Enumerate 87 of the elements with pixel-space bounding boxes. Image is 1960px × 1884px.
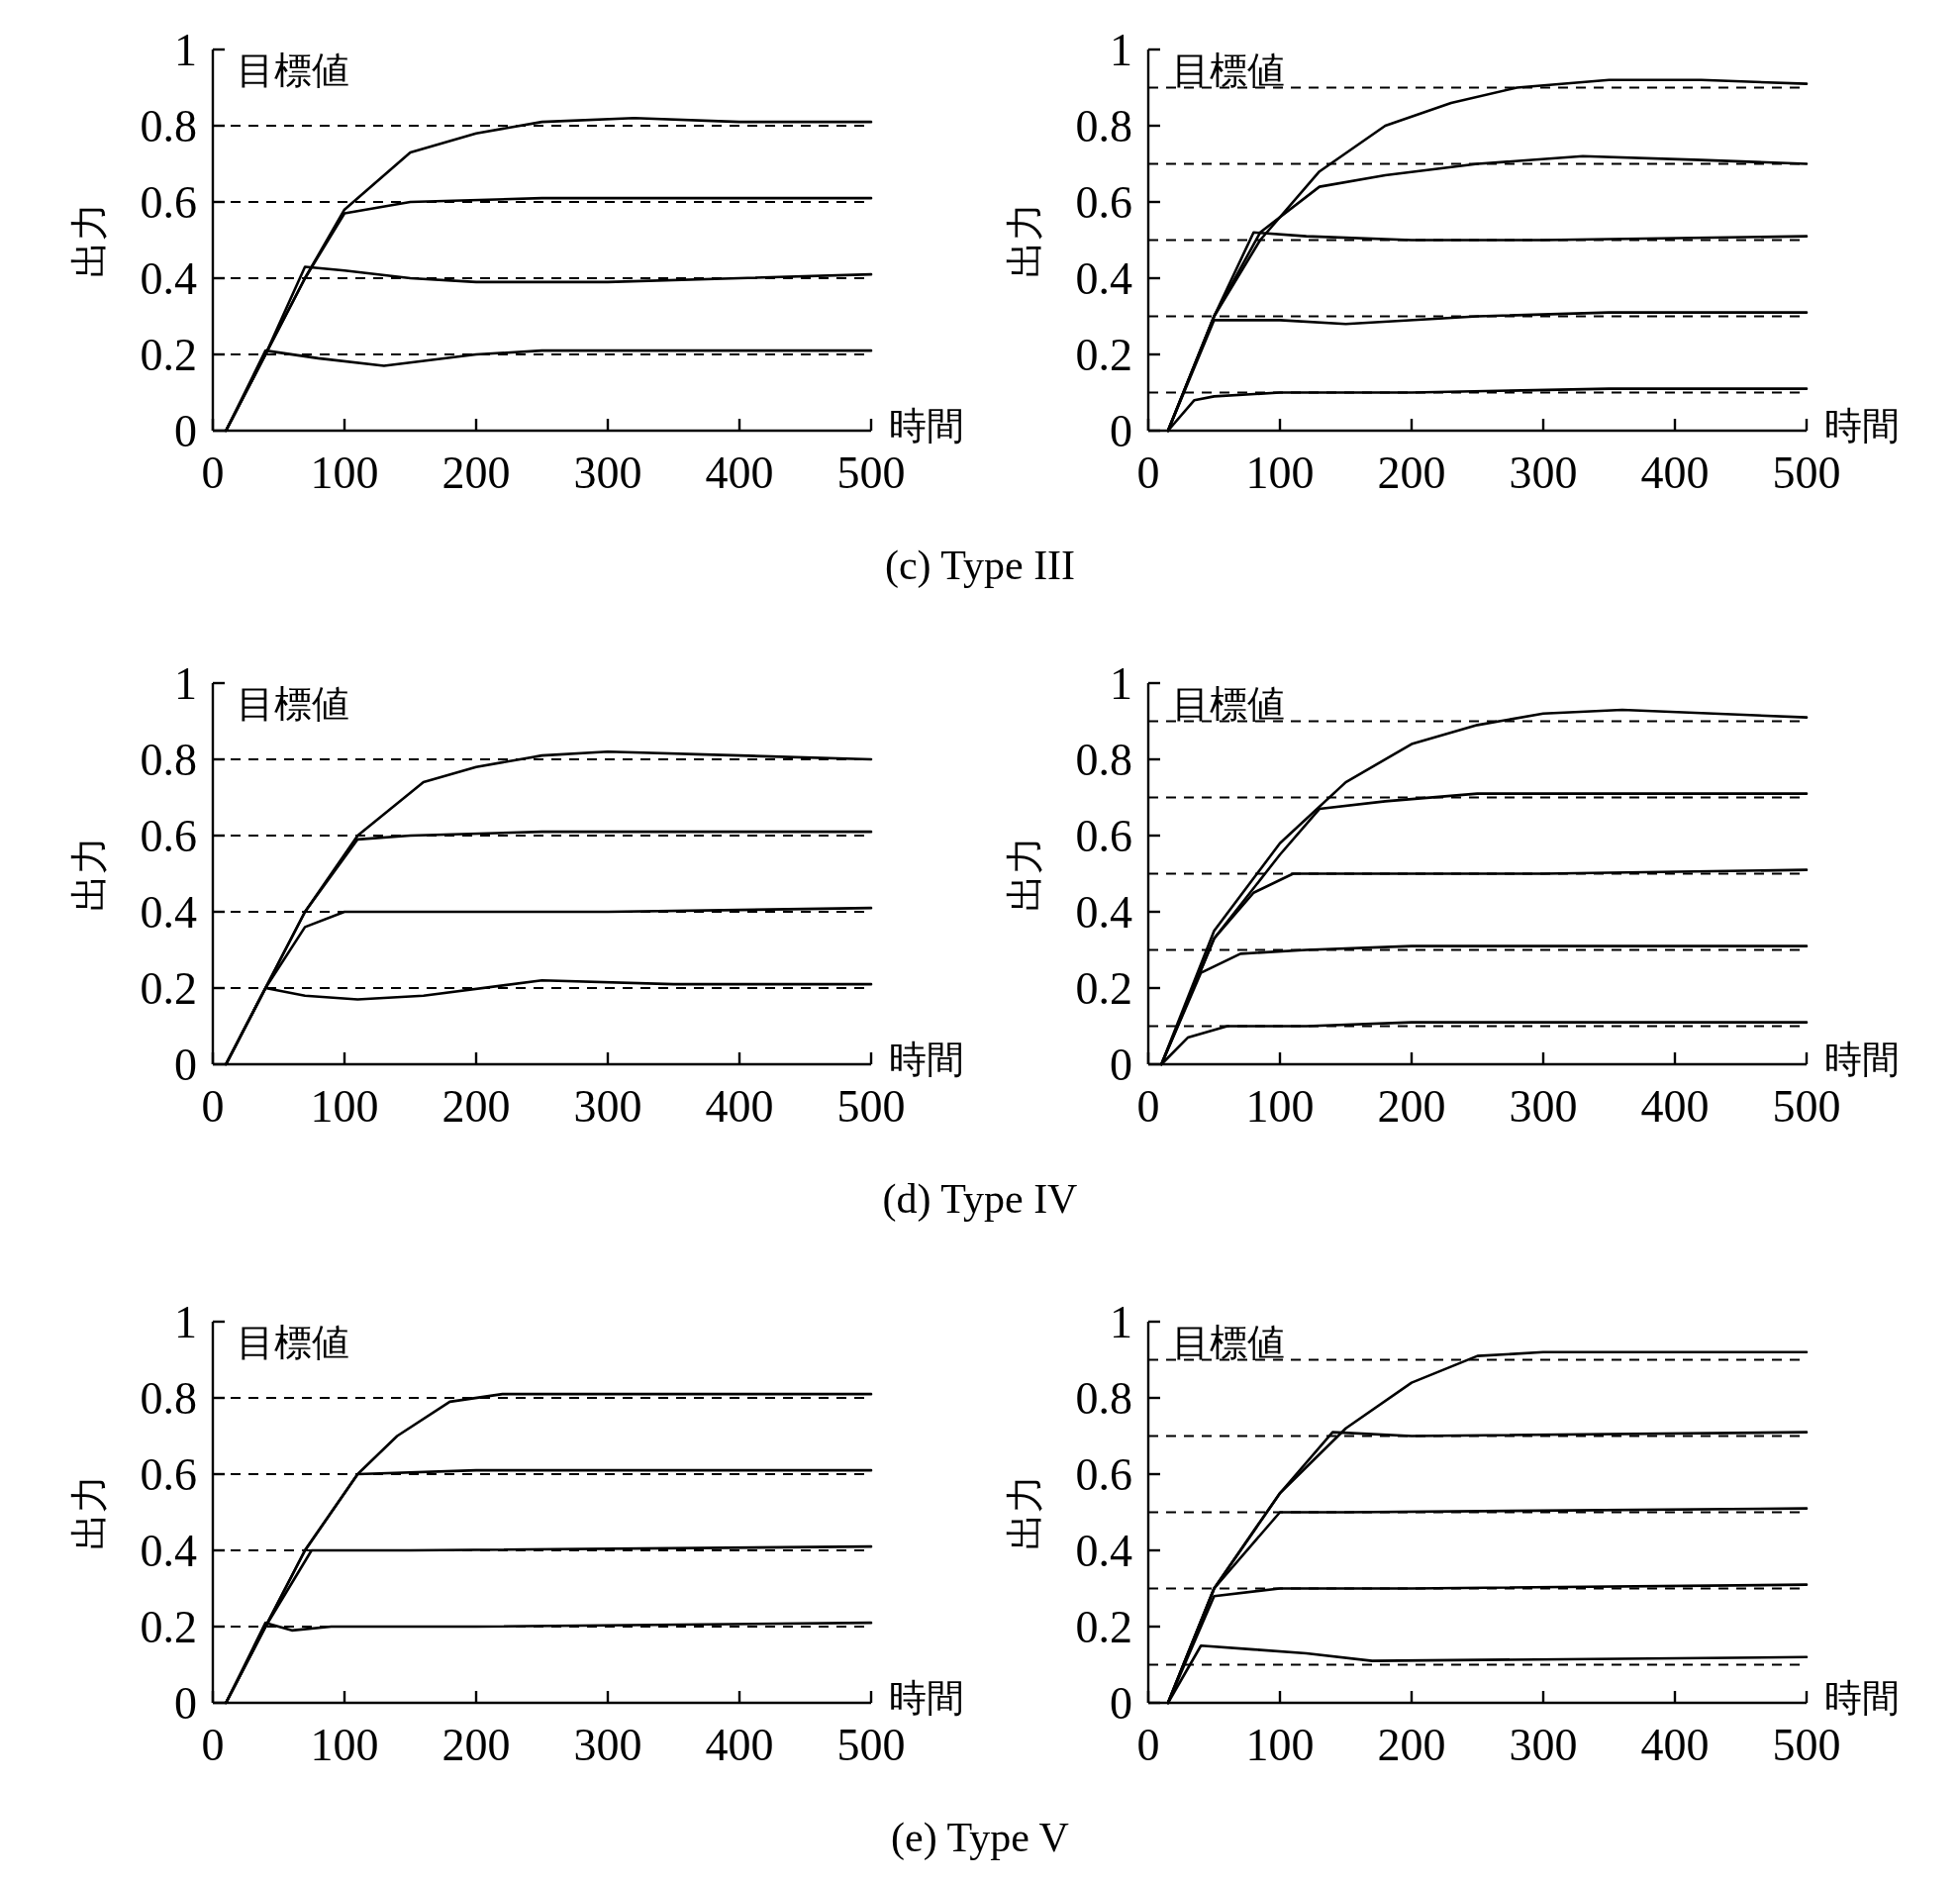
annotation: 目標値 bbox=[1172, 50, 1285, 91]
y-tick-label: 1 bbox=[174, 1296, 197, 1347]
x-tick-label: 500 bbox=[836, 447, 906, 498]
x-tick-label: 100 bbox=[310, 447, 379, 498]
x-tick-label: 300 bbox=[1509, 1081, 1578, 1132]
x-tick-label: 500 bbox=[1772, 447, 1841, 498]
x-tick-label: 400 bbox=[1640, 447, 1710, 498]
y-axis-title: 出力 bbox=[68, 1474, 110, 1550]
x-tick-label: 500 bbox=[1772, 1081, 1841, 1132]
x-axis-title: 時間 bbox=[1824, 1039, 1900, 1080]
x-tick-label: 200 bbox=[441, 447, 511, 498]
x-tick-label: 400 bbox=[705, 1081, 774, 1132]
annotation: 目標値 bbox=[1172, 683, 1285, 725]
y-axis-title: 出力 bbox=[68, 202, 110, 278]
x-axis-title: 時間 bbox=[1824, 405, 1900, 446]
x-tick-label: 100 bbox=[1245, 447, 1315, 498]
y-tick-label: 0.6 bbox=[140, 810, 197, 861]
y-axis-title: 出力 bbox=[1004, 202, 1045, 278]
y-tick-label: 0.8 bbox=[1075, 1372, 1132, 1424]
y-tick-label: 0.4 bbox=[1075, 252, 1132, 304]
y-tick-label: 0.2 bbox=[1075, 329, 1132, 380]
y-tick-label: 0.4 bbox=[140, 252, 197, 304]
annotation: 目標値 bbox=[237, 50, 349, 91]
y-tick-label: 0 bbox=[1110, 405, 1132, 456]
x-tick-label: 100 bbox=[310, 1081, 379, 1132]
y-tick-label: 0.8 bbox=[140, 734, 197, 785]
y-tick-label: 0.4 bbox=[140, 886, 197, 938]
x-tick-label: 200 bbox=[1377, 447, 1446, 498]
x-tick-label: 300 bbox=[1509, 1720, 1578, 1770]
annotation: 目標値 bbox=[1172, 1322, 1285, 1363]
y-tick-label: 1 bbox=[1110, 657, 1132, 709]
y-tick-label: 0 bbox=[1110, 1677, 1132, 1729]
y-axis-title: 出力 bbox=[68, 836, 110, 912]
x-tick-label: 200 bbox=[441, 1081, 511, 1132]
x-tick-label: 500 bbox=[836, 1720, 906, 1770]
y-tick-label: 1 bbox=[1110, 24, 1132, 75]
y-tick-label: 0.6 bbox=[140, 176, 197, 228]
y-tick-label: 0 bbox=[1110, 1039, 1132, 1090]
x-tick-label: 500 bbox=[836, 1081, 906, 1132]
y-tick-label: 0.4 bbox=[140, 1525, 197, 1576]
x-axis-title: 時間 bbox=[889, 1039, 964, 1080]
x-tick-label: 400 bbox=[1640, 1081, 1710, 1132]
y-tick-label: 0.2 bbox=[1075, 1601, 1132, 1652]
y-tick-label: 0.6 bbox=[1075, 176, 1132, 228]
text: (e) Type V bbox=[891, 1815, 1069, 1861]
y-tick-label: 0.2 bbox=[140, 1601, 197, 1652]
y-tick-label: 0.6 bbox=[140, 1448, 197, 1500]
y-tick-label: 0.2 bbox=[1075, 962, 1132, 1014]
y-tick-label: 0.4 bbox=[1075, 886, 1132, 938]
y-tick-label: 0.6 bbox=[1075, 1448, 1132, 1500]
x-tick-label: 100 bbox=[310, 1720, 379, 1770]
y-tick-label: 1 bbox=[174, 24, 197, 75]
x-axis-title: 時間 bbox=[889, 405, 964, 446]
y-tick-label: 0.2 bbox=[140, 329, 197, 380]
y-tick-label: 0.8 bbox=[140, 100, 197, 151]
y-tick-label: 1 bbox=[1110, 1296, 1132, 1347]
x-tick-label: 500 bbox=[1772, 1720, 1841, 1770]
x-tick-label: 300 bbox=[573, 1720, 642, 1770]
x-tick-label: 300 bbox=[573, 447, 642, 498]
y-tick-label: 0.2 bbox=[140, 962, 197, 1014]
x-tick-label: 100 bbox=[1245, 1081, 1315, 1132]
x-tick-label: 300 bbox=[1509, 447, 1578, 498]
y-axis-title: 出力 bbox=[1004, 836, 1045, 912]
x-tick-label: 400 bbox=[705, 1720, 774, 1770]
annotation: 目標値 bbox=[237, 1322, 349, 1363]
y-tick-label: 0 bbox=[174, 1039, 197, 1090]
x-tick-label: 100 bbox=[1245, 1720, 1315, 1770]
text: (c) Type III bbox=[884, 543, 1076, 589]
y-tick-label: 0 bbox=[174, 1677, 197, 1729]
y-axis-title: 出力 bbox=[1004, 1474, 1045, 1550]
x-axis-title: 時間 bbox=[889, 1677, 964, 1719]
y-tick-label: 0.4 bbox=[1075, 1525, 1132, 1576]
y-tick-label: 0.8 bbox=[1075, 734, 1132, 785]
x-tick-label: 200 bbox=[441, 1720, 511, 1770]
x-tick-label: 200 bbox=[1377, 1081, 1446, 1132]
x-tick-label: 400 bbox=[1640, 1720, 1710, 1770]
y-tick-label: 1 bbox=[174, 657, 197, 709]
y-tick-label: 0.6 bbox=[1075, 810, 1132, 861]
x-tick-label: 400 bbox=[705, 447, 774, 498]
text: (d) Type IV bbox=[882, 1176, 1078, 1223]
y-tick-label: 0 bbox=[174, 405, 197, 456]
x-tick-label: 300 bbox=[573, 1081, 642, 1132]
x-tick-label: 200 bbox=[1377, 1720, 1446, 1770]
annotation: 目標値 bbox=[237, 683, 349, 725]
x-axis-title: 時間 bbox=[1824, 1677, 1900, 1719]
y-tick-label: 0.8 bbox=[140, 1372, 197, 1424]
y-tick-label: 0.8 bbox=[1075, 100, 1132, 151]
